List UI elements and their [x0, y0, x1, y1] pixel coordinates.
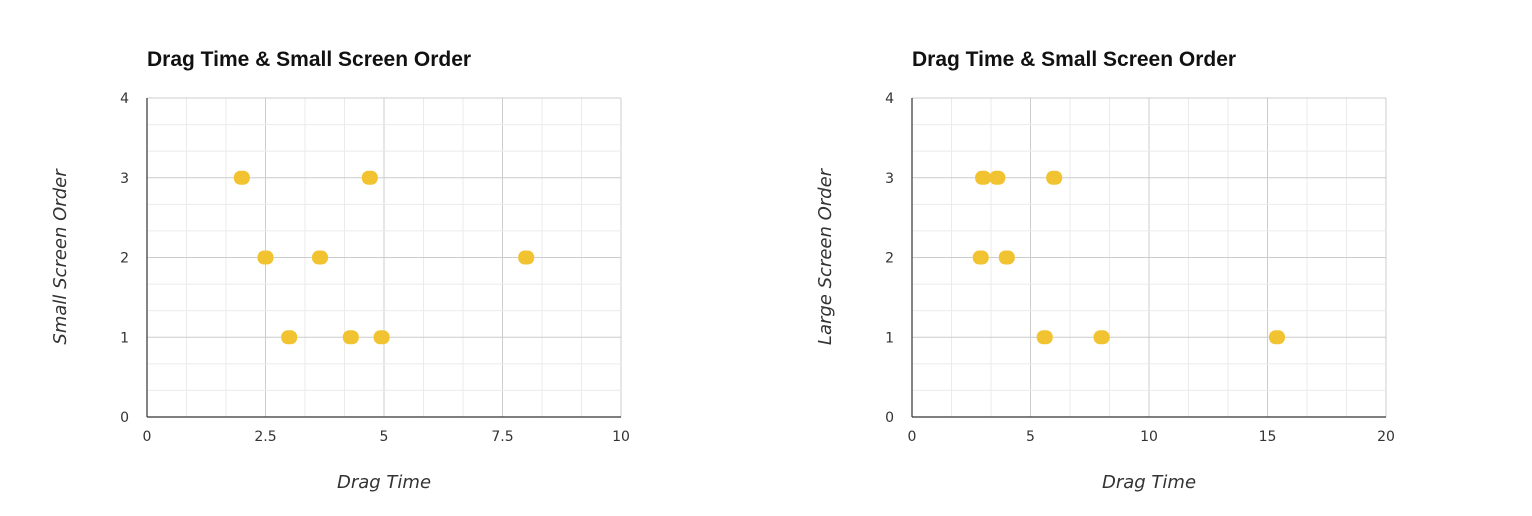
x-tick-label: 5 [380, 429, 389, 445]
chart-2-x-ticks: 0 5 10 15 20 [908, 429, 1395, 445]
data-point[interactable] [257, 250, 274, 265]
data-point[interactable] [1093, 330, 1110, 345]
y-tick-label: 2 [120, 251, 129, 267]
chart-2-y-ticks: 0 1 2 3 4 [885, 91, 894, 426]
chart-2-axes [911, 98, 1386, 418]
data-point[interactable] [281, 330, 298, 345]
data-point[interactable] [975, 170, 992, 185]
x-tick-label: 0 [143, 429, 152, 445]
x-tick-label: 10 [612, 429, 630, 445]
chart-2: Drag Time & Small Screen Order 0 1 2 3 4 0 5 1… [815, 48, 1395, 493]
chart-1-title: Drag Time & Small Screen Order [147, 48, 471, 71]
data-point[interactable] [342, 330, 359, 345]
chart-2-y-axis-label: Large Screen Order [815, 167, 836, 345]
data-point[interactable] [1036, 330, 1053, 345]
y-tick-label: 4 [885, 91, 894, 107]
data-point[interactable] [361, 170, 378, 185]
chart-1: Drag Time & Small Screen Order 0 1 2 3 4 0 2.… [50, 48, 630, 493]
y-tick-label: 4 [120, 91, 129, 107]
y-tick-label: 0 [120, 410, 129, 426]
x-tick-label: 5 [1026, 429, 1035, 445]
x-tick-label: 15 [1259, 429, 1277, 445]
data-point[interactable] [1268, 330, 1285, 345]
y-tick-label: 1 [120, 330, 129, 346]
x-tick-label: 10 [1140, 429, 1158, 445]
chart-1-gridlines [146, 97, 622, 418]
chart-2-x-axis-label: Drag Time [1102, 472, 1196, 493]
y-tick-label: 2 [885, 251, 894, 267]
x-tick-label: 2.5 [254, 429, 276, 445]
chart-1-x-axis-label: Drag Time [337, 472, 431, 493]
chart-1-axes [146, 98, 621, 418]
data-point[interactable] [233, 170, 250, 185]
y-tick-label: 1 [885, 330, 894, 346]
data-point[interactable] [998, 250, 1015, 265]
data-point[interactable] [1046, 170, 1063, 185]
chart-2-points [972, 170, 1285, 345]
y-tick-label: 3 [885, 171, 894, 187]
chart-2-gridlines [911, 97, 1387, 418]
chart-1-y-axis-label: Small Screen Order [50, 168, 71, 345]
data-point[interactable] [972, 250, 989, 265]
chart-1-y-ticks: 0 1 2 3 4 [120, 91, 129, 426]
x-tick-label: 7.5 [491, 429, 513, 445]
data-point[interactable] [989, 170, 1006, 185]
x-tick-label: 0 [908, 429, 917, 445]
x-tick-label: 20 [1377, 429, 1395, 445]
data-point[interactable] [518, 250, 535, 265]
y-tick-label: 0 [885, 410, 894, 426]
chart-2-title: Drag Time & Small Screen Order [912, 48, 1236, 71]
chart-1-points [233, 170, 535, 345]
y-tick-label: 3 [120, 171, 129, 187]
data-point[interactable] [373, 330, 390, 345]
data-point[interactable] [312, 250, 329, 265]
chart-1-x-ticks: 0 2.5 5 7.5 10 [143, 429, 630, 445]
